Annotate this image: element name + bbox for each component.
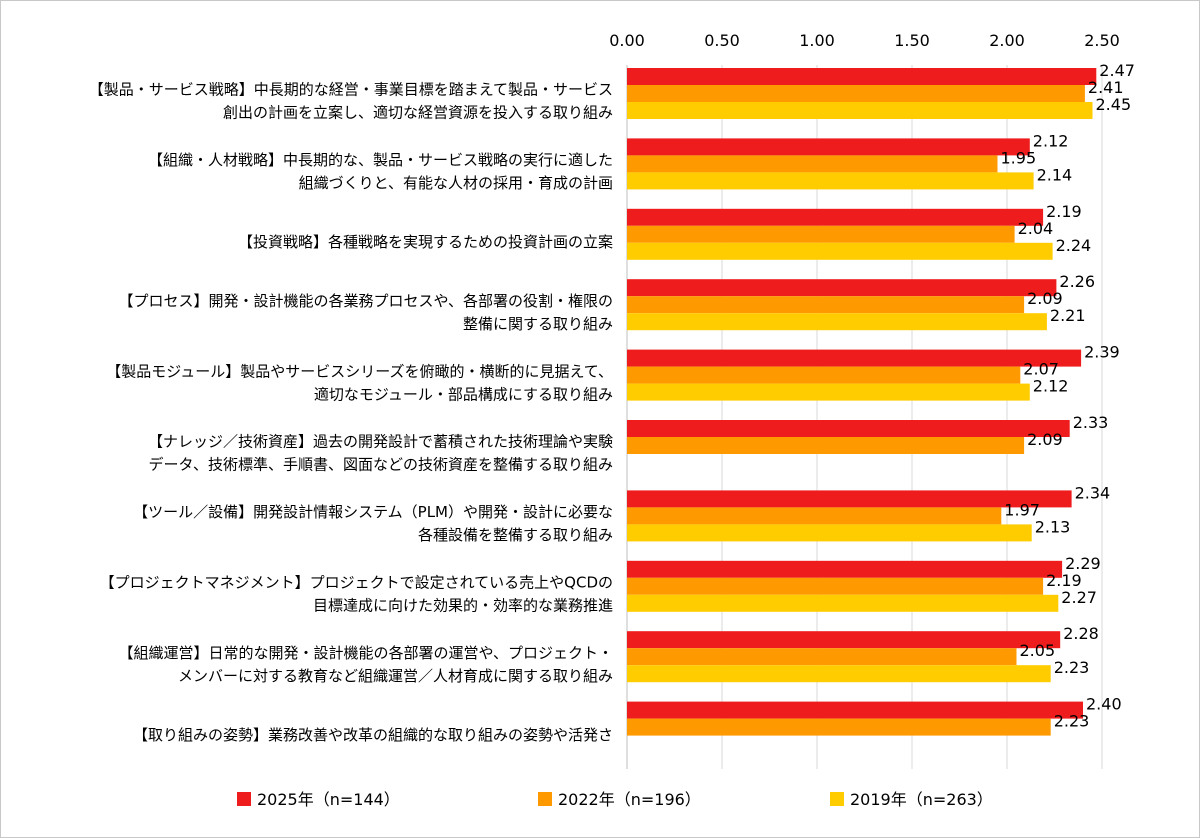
bar xyxy=(627,68,1097,85)
bar xyxy=(627,296,1025,314)
data-label: 2.23 xyxy=(1054,712,1090,731)
bar xyxy=(627,594,1059,612)
bar xyxy=(627,349,1082,367)
category-label: 【取り組みの姿勢】業務改善や改革の組織的な取り組みの姿勢や活発さ xyxy=(133,726,613,744)
tick-label: 2.00 xyxy=(989,31,1025,50)
data-label: 2.47 xyxy=(1099,61,1135,80)
data-label: 2.39 xyxy=(1084,343,1120,362)
data-label: 2.27 xyxy=(1061,588,1097,607)
bar xyxy=(627,366,1021,384)
legend-label: 2022年（n=196） xyxy=(558,790,701,809)
data-label: 2.09 xyxy=(1027,430,1063,449)
bar xyxy=(627,524,1032,542)
tick-label: 0.50 xyxy=(704,31,740,50)
bar xyxy=(627,507,1002,525)
bar xyxy=(627,718,1051,736)
bar xyxy=(627,155,998,173)
legend: 2025年（n=144） 2022年（n=196） 2019年（n=263） xyxy=(237,790,993,809)
category-label: データ、技術標準、手順書、図面などの技術資産を整備する取り組み xyxy=(148,456,613,474)
category-label: 【ツール／設備】開発設計情報システム（PLM）や開発・設計に必要な xyxy=(133,503,613,521)
data-label: 2.12 xyxy=(1033,131,1069,150)
value-labels: 2.472.412.452.121.952.142.192.042.242.26… xyxy=(1001,61,1135,731)
category-label: 適切なモジュール・部品構成にする取り組み xyxy=(314,385,613,403)
x-axis-ticks: 0.00 0.50 1.00 1.50 2.00 2.50 xyxy=(609,31,1120,50)
bar xyxy=(627,701,1083,719)
bar xyxy=(627,437,1025,454)
bar xyxy=(627,313,1047,331)
bar xyxy=(627,225,1015,243)
bar xyxy=(627,490,1072,508)
category-labels: 【製品・サービス戦略】中長期的な経営・事業目標を踏まえて製品・サービス創出の計画… xyxy=(89,81,613,744)
tick-label: 2.50 xyxy=(1084,31,1120,50)
data-label: 2.34 xyxy=(1075,483,1111,502)
bar xyxy=(627,383,1030,401)
bar xyxy=(627,665,1051,683)
category-label: 【プロジェクトマネジメント】プロジェクトで設定されている売上やQCDの xyxy=(100,574,613,592)
category-label: 【製品モジュール】製品やサービスシリーズを俯瞰的・横断的に見据えて、 xyxy=(106,362,613,380)
data-label: 2.23 xyxy=(1054,658,1090,677)
data-label: 2.09 xyxy=(1027,289,1063,308)
data-label: 2.28 xyxy=(1063,624,1099,643)
category-label: 組織づくりと、有能な人材の採用・育成の計画 xyxy=(299,174,613,192)
legend-swatch xyxy=(237,792,251,806)
legend-swatch xyxy=(538,792,552,806)
bar xyxy=(627,138,1030,156)
data-label: 2.13 xyxy=(1035,517,1071,536)
category-label: メンバーに対する教育など組織運営／人材育成に関する取り組み xyxy=(178,667,613,685)
bar xyxy=(627,102,1093,119)
data-label: 1.97 xyxy=(1004,500,1040,519)
data-label: 2.33 xyxy=(1073,413,1109,432)
bar xyxy=(627,648,1017,666)
data-label: 2.40 xyxy=(1086,695,1122,714)
legend-label: 2019年（n=263） xyxy=(850,790,993,809)
bars xyxy=(627,68,1097,736)
category-label: 創出の計画を立案し、適切な経営資源を投入する取り組み xyxy=(223,104,613,122)
bar xyxy=(627,208,1044,226)
data-label: 2.29 xyxy=(1065,554,1101,573)
category-label: 【組織運営】日常的な開発・設計機能の各部署の運営や、プロジェクト・ xyxy=(118,644,613,662)
legend-swatch xyxy=(830,792,844,806)
data-label: 2.12 xyxy=(1033,377,1069,396)
tick-label: 0.00 xyxy=(609,31,645,50)
data-label: 2.14 xyxy=(1037,165,1073,184)
tick-label: 1.50 xyxy=(894,31,930,50)
data-label: 2.05 xyxy=(1020,641,1056,660)
data-label: 2.41 xyxy=(1088,78,1124,97)
category-label: 目標達成に向けた効果的・効率的な業務推進 xyxy=(313,597,613,615)
data-label: 2.19 xyxy=(1046,202,1082,221)
bar xyxy=(627,279,1057,297)
category-label: 【製品・サービス戦略】中長期的な経営・事業目標を踏まえて製品・サービス xyxy=(89,81,613,99)
bar xyxy=(627,577,1044,595)
data-label: 2.04 xyxy=(1018,219,1054,238)
bar xyxy=(627,631,1061,649)
data-label: 2.19 xyxy=(1046,571,1082,590)
category-label: 【ナレッジ／技術資産】過去の開発設計で蓄積された技術理論や実験 xyxy=(148,433,613,451)
bar xyxy=(627,242,1053,260)
data-label: 1.95 xyxy=(1001,148,1037,167)
bar xyxy=(627,560,1063,578)
data-label: 2.26 xyxy=(1059,272,1095,291)
bar xyxy=(627,420,1070,437)
legend-label: 2025年（n=144） xyxy=(257,790,400,809)
tick-label: 1.00 xyxy=(799,31,835,50)
category-label: 各種設備を整備する取り組み xyxy=(418,526,613,544)
category-label: 【プロセス】開発・設計機能の各業務プロセスや、各部署の役割・権限の xyxy=(118,292,613,310)
data-label: 2.21 xyxy=(1050,306,1086,325)
data-label: 2.45 xyxy=(1096,95,1132,114)
bar xyxy=(627,172,1034,190)
category-label: 整備に関する取り組み xyxy=(463,315,613,333)
data-label: 2.24 xyxy=(1056,236,1092,255)
category-label: 【組織・人材戦略】中長期的な、製品・サービス戦略の実行に適した xyxy=(148,151,613,169)
bar xyxy=(627,85,1085,102)
data-label: 2.07 xyxy=(1023,360,1059,379)
category-label: 【投資戦略】各種戦略を実現するための投資計画の立案 xyxy=(238,233,613,251)
